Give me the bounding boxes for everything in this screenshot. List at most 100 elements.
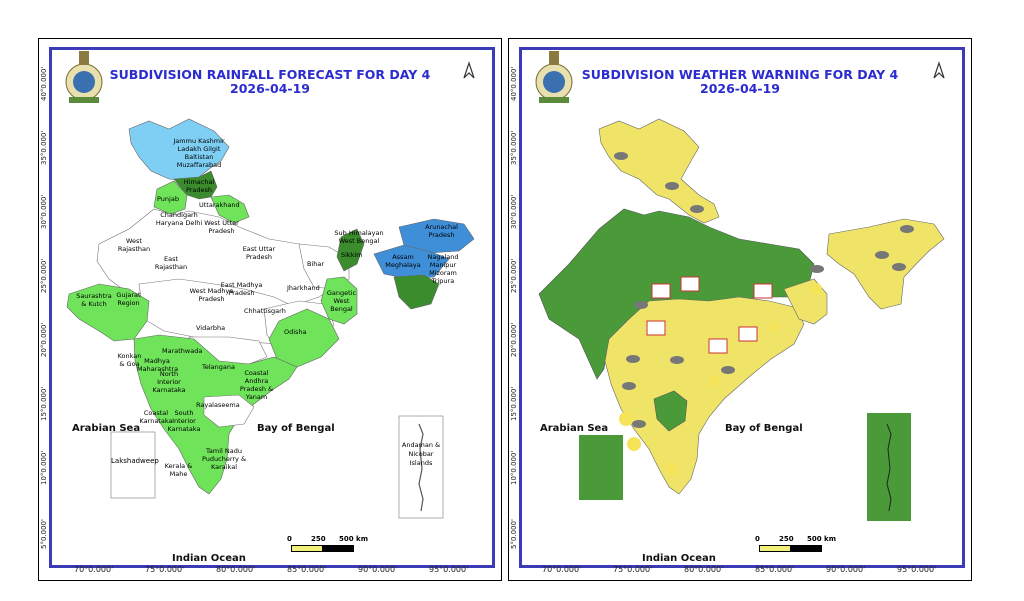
warn-south-green — [653, 390, 688, 432]
label-nik: North Interior Karnataka — [152, 370, 186, 394]
imd-emblem — [65, 51, 103, 103]
warn-central — [604, 296, 805, 495]
label-nmmt: Nagaland Manipur Mizoram Tripura — [427, 253, 459, 285]
label-punjab: Punjab — [157, 195, 179, 203]
map-title: SUBDIVISION WEATHER WARNING FOR DAY 4 — [581, 67, 899, 82]
label-arunachal: Arunachal Pradesh — [425, 223, 458, 239]
rainfall-forecast-panel: Jammu Kashmir Ladakh Gilgit Baltistan Mu… — [38, 38, 502, 581]
lon-80: 80°0.000' — [216, 565, 256, 574]
region-punjab — [153, 180, 188, 215]
label-emp: East Madhya Pradesh — [220, 281, 263, 297]
indian-ocean-label: Indian Ocean — [642, 553, 716, 564]
scale-bar-segment-2 — [322, 545, 354, 552]
label-wmp: West Madhya Pradesh — [189, 287, 234, 303]
warning-map — [535, 51, 945, 521]
map-frame — [519, 47, 965, 568]
lat-25: 25°0.000' — [510, 258, 518, 293]
region-uk — [210, 194, 250, 224]
label-mm: Madhya Maharashtra — [137, 357, 179, 373]
lakshadweep-label: Lakshadweep — [111, 457, 159, 465]
warn-ne — [826, 218, 945, 310]
lon-85: 85°0.000' — [755, 565, 795, 574]
page-title: SUBDIVISION WEATHER WARNING FOR DAY 4 20… — [509, 68, 971, 96]
label-hp: Himachal Pradesh — [183, 178, 215, 194]
lon-70: 70°0.000' — [542, 565, 582, 574]
lat-30: 30°0.000' — [510, 194, 518, 229]
label-sikkim: Sikkim — [341, 251, 363, 259]
scale-max: 500 km — [339, 535, 368, 543]
region-nmmt — [393, 274, 440, 310]
region-odisha — [268, 308, 340, 368]
lat-20: 20°0.000' — [40, 322, 48, 357]
lon-90: 90°0.000' — [826, 565, 866, 574]
north-arrow-icon — [933, 61, 945, 79]
map-title: SUBDIVISION RAINFALL FORECAST FOR DAY 4 — [109, 67, 431, 82]
label-cap: Coastal Andhra Pradesh & Yanam — [239, 369, 274, 401]
thunderstorm-icons — [614, 152, 914, 428]
region-shwb — [336, 228, 365, 272]
scale-max: 500 km — [807, 535, 836, 543]
map-frame — [49, 47, 495, 568]
lat-40: 40°0.000' — [40, 66, 48, 101]
scale-bar-segment-1 — [291, 545, 323, 552]
lat-10: 10°0.000' — [40, 450, 48, 485]
region-assam — [373, 244, 450, 280]
lon-80: 80°0.000' — [684, 565, 724, 574]
label-odisha: Odisha — [284, 328, 307, 336]
label-tn: Tamil Nadu Puducherry & Karaikal — [201, 447, 247, 471]
scale-zero: 0 — [755, 535, 760, 543]
label-marathwada: Marathwada — [162, 347, 203, 355]
lon-90: 90°0.000' — [358, 565, 398, 574]
warn-north — [598, 118, 720, 224]
label-telangana: Telangana — [202, 363, 235, 371]
label-kerala: Kerala & Mahe — [164, 462, 193, 478]
label-assam: Assam Meghalaya — [385, 253, 421, 269]
lon-75: 75°0.000' — [613, 565, 653, 574]
lat-15: 15°0.000' — [510, 386, 518, 421]
label-chhattisgarh: Chhattisgarh — [244, 307, 286, 315]
region-rayalaseema — [203, 394, 255, 428]
andaman-inset — [867, 413, 911, 521]
label-eraj: East Rajasthan — [154, 255, 188, 271]
label-vidarbha: Vidarbha — [196, 324, 226, 332]
scale-bar-segment-2 — [790, 545, 822, 552]
lat-40: 40°0.000' — [510, 66, 518, 101]
indian-ocean-label: Indian Ocean — [172, 553, 246, 564]
label-wup: West Uttar Pradesh — [204, 219, 239, 235]
label-eup: East Uttar Pradesh — [242, 245, 276, 261]
lat-20: 20°0.000' — [510, 322, 518, 357]
label-gwb: Gangetic West Bengal — [326, 289, 357, 313]
label-uk: Uttarakhand — [199, 201, 240, 209]
lakshadweep-inset — [110, 431, 156, 499]
lat-5: 5°0.000' — [40, 519, 48, 549]
andaman-label: Andaman & Nicobar Islands — [401, 441, 441, 467]
region-gwb — [320, 276, 358, 325]
heatwave-icons — [619, 276, 822, 475]
lat-35: 35°0.000' — [40, 130, 48, 165]
label-bihar: Bihar — [307, 260, 325, 268]
lat-25: 25°0.000' — [40, 258, 48, 293]
lat-10: 10°0.000' — [510, 450, 518, 485]
imd-emblem — [535, 51, 573, 103]
label-jharkhand: Jharkhand — [287, 284, 320, 292]
lakshadweep-inset — [579, 435, 623, 500]
bay-of-bengal-label: Bay of Bengal — [725, 423, 803, 434]
andaman-inset — [398, 415, 444, 519]
arabian-sea-label: Arabian Sea — [72, 423, 141, 434]
weather-warning-panel: SUBDIVISION WEATHER WARNING FOR DAY 4 20… — [508, 38, 972, 581]
lon-85: 85°0.000' — [287, 565, 327, 574]
label-chd: Chandigarh Haryana Delhi — [155, 211, 203, 227]
lat-5: 5°0.000' — [510, 519, 518, 549]
map-date: 2026-04-19 — [700, 81, 780, 96]
lat-15: 15°0.000' — [40, 386, 48, 421]
lon-75: 75°0.000' — [145, 565, 185, 574]
label-shwb: Sub Himalayan West Bengal — [334, 229, 384, 245]
lon-95: 95°0.000' — [897, 565, 937, 574]
lon-70: 70°0.000' — [74, 565, 114, 574]
scale-bar-segment-1 — [759, 545, 791, 552]
scale-mid: 250 — [779, 535, 794, 543]
label-rayalaseema: Rayalaseema — [196, 401, 240, 409]
map-date: 2026-04-19 — [230, 81, 310, 96]
label-gujarat: Gujarat Region — [116, 291, 141, 307]
rainfall-map — [65, 51, 475, 519]
